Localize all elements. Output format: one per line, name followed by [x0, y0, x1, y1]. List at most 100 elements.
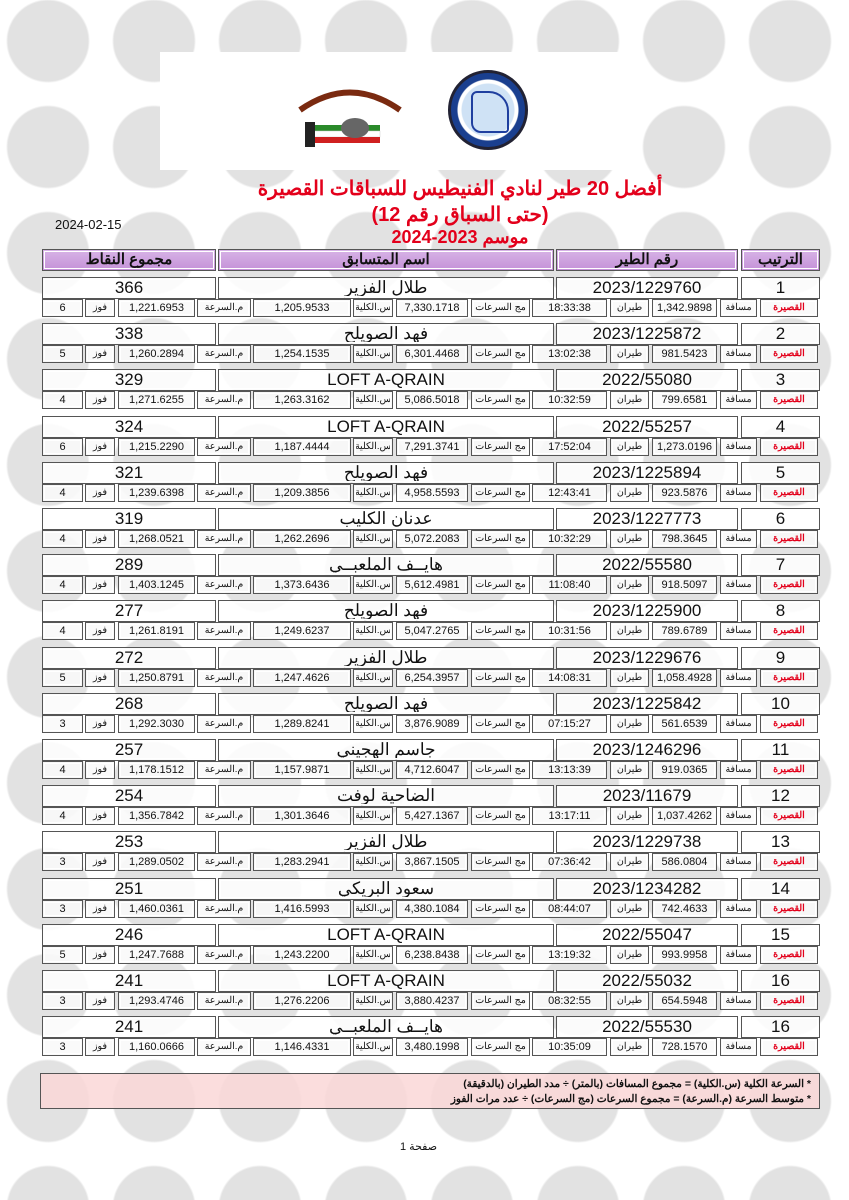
cell-name: LOFT A-QRAIN — [218, 369, 554, 392]
cell-distance: 561.6539 — [652, 714, 717, 733]
table-row-details: 3 فوز 1,160.0666 م.السرعة 1,146.4331 س.الكلية… — [40, 1038, 820, 1057]
label-total-speed: س.الكلية — [353, 437, 393, 456]
cell-time: 11:08:40 — [532, 576, 607, 595]
cell-rank: 3 — [741, 369, 820, 392]
cell-time: 08:32:55 — [532, 992, 607, 1010]
cell-time: 10:31:56 — [532, 622, 607, 641]
label-distance: مسافة — [720, 622, 757, 641]
label-flight: طيران — [610, 714, 649, 733]
cell-wins: 5 — [42, 345, 83, 364]
table-row-details: 5 فوز 1,247.7688 م.السرعة 1,243.2200 س.الكلية… — [40, 945, 820, 964]
label-wins: فوز — [85, 945, 115, 964]
label-category: القصيرة — [760, 483, 818, 502]
label-sum-speeds: مج السرعات — [471, 714, 530, 733]
cell-ring: 2023/1225842 — [556, 692, 738, 715]
cell-wins: 5 — [42, 945, 83, 964]
cell-total: 1,262.2696 — [253, 530, 351, 548]
cell-rank: 14 — [741, 877, 820, 900]
label-distance: مسافة — [720, 530, 757, 548]
cell-rank: 1 — [741, 277, 820, 299]
cell-distance: 789.6789 — [652, 622, 717, 641]
label-wins: فوز — [85, 483, 115, 502]
table-row-details: 3 فوز 1,292.3030 م.السرعة 1,289.8241 س.الكلية… — [40, 714, 820, 733]
label-total-speed: س.الكلية — [353, 714, 393, 733]
cell-wins: 4 — [42, 576, 83, 595]
label-distance: مسافة — [720, 807, 757, 826]
label-category: القصيرة — [760, 668, 818, 687]
label-avg-speed: م.السرعة — [197, 992, 251, 1010]
cell-time: 10:35:09 — [532, 1038, 607, 1057]
label-wins: فوز — [85, 714, 115, 733]
cell-rank: 15 — [741, 923, 820, 946]
label-sum-speeds: مج السرعات — [471, 622, 530, 641]
cell-ring: 2023/1227773 — [556, 508, 738, 530]
label-wins: فوز — [85, 299, 115, 317]
label-distance: مسافة — [720, 483, 757, 502]
label-avg-speed: م.السرعة — [197, 437, 251, 456]
table-row-details: 4 فوز 1,268.0521 م.السرعة 1,262.2696 س.الكلية… — [40, 530, 820, 548]
season: موسم 2023-2024 — [391, 227, 529, 247]
cell-avg: 1,160.0666 — [118, 1038, 195, 1057]
label-flight: طيران — [610, 530, 649, 548]
cell-sum: 3,880.4237 — [396, 992, 468, 1010]
cell-total: 1,249.6237 — [253, 622, 351, 641]
label-sum-speeds: مج السرعات — [471, 899, 530, 918]
cell-name: هايــف الملعبــي — [218, 554, 554, 577]
cell-sum: 5,427.1367 — [396, 807, 468, 826]
cell-name: سعود البريكي — [218, 877, 554, 900]
table-row: 268 فهد الصويلح 2023/1225842 10 — [40, 692, 820, 715]
label-total-speed: س.الكلية — [353, 483, 393, 502]
cell-ring: 2023/1229676 — [556, 646, 738, 669]
label-sum-speeds: مج السرعات — [471, 1038, 530, 1057]
label-category: القصيرة — [760, 437, 818, 456]
label-avg-speed: م.السرعة — [197, 622, 251, 641]
cell-ring: 2023/1234282 — [556, 877, 738, 900]
table-row: 319 عدنان الكليب 2023/1227773 6 — [40, 508, 820, 530]
label-total-speed: س.الكلية — [353, 899, 393, 918]
cell-sum: 3,876.9089 — [396, 714, 468, 733]
label-wins: فوز — [85, 1038, 115, 1057]
table-row: 366 طلال الفزير 2023/1229760 1 — [40, 277, 820, 299]
cell-distance: 1,342.9898 — [652, 299, 717, 317]
page-number: صفحة 1 — [400, 1141, 438, 1153]
label-flight: طيران — [610, 761, 649, 779]
label-wins: فوز — [85, 622, 115, 641]
table-row: 257 جاسم الهجيني 2023/1246296 11 — [40, 739, 820, 761]
cell-time: 10:32:29 — [532, 530, 607, 548]
table-row-details: 4 فوز 1,239.6398 م.السرعة 1,209.3856 س.الكلية… — [40, 483, 820, 502]
label-distance: مسافة — [720, 899, 757, 918]
label-avg-speed: م.السرعة — [197, 576, 251, 595]
cell-sum: 7,330.1718 — [396, 299, 468, 317]
cell-points: 251 — [42, 877, 216, 900]
cell-distance: 1,273.0196 — [652, 437, 717, 456]
header-points: مجموع النقاط — [42, 249, 216, 271]
cell-distance: 993.9958 — [652, 945, 717, 964]
cell-rank: 11 — [741, 739, 820, 761]
cell-sum: 3,480.1998 — [396, 1038, 468, 1057]
cell-time: 12:43:41 — [532, 483, 607, 502]
cell-sum: 6,254.3957 — [396, 668, 468, 687]
table-row-details: 6 فوز 1,215.2290 م.السرعة 1,187.4444 س.الكلية… — [40, 437, 820, 456]
label-wins: فوز — [85, 899, 115, 918]
label-avg-speed: م.السرعة — [197, 483, 251, 502]
cell-sum: 5,086.5018 — [396, 391, 468, 410]
table-row: 289 هايــف الملعبــي 2022/55580 7 — [40, 554, 820, 577]
cell-distance: 981.5423 — [652, 345, 717, 364]
label-avg-speed: م.السرعة — [197, 668, 251, 687]
table-row: 329 LOFT A-QRAIN 2022/55080 3 — [40, 369, 820, 392]
cell-name: LOFT A-QRAIN — [218, 415, 554, 438]
page-subtitle: (حتى السباق رقم 12) — [371, 204, 549, 226]
label-wins: فوز — [85, 853, 115, 872]
cell-ring: 2023/1225872 — [556, 323, 738, 346]
cell-wins: 3 — [42, 853, 83, 872]
cell-rank: 4 — [741, 415, 820, 438]
cell-distance: 1,058.4928 — [652, 668, 717, 687]
cell-total: 1,283.2941 — [253, 853, 351, 872]
cell-avg: 1,260.2894 — [118, 345, 195, 364]
cell-avg: 1,221.6953 — [118, 299, 195, 317]
cell-ring: 2022/55580 — [556, 554, 738, 577]
label-flight: طيران — [610, 668, 649, 687]
cell-total: 1,146.4331 — [253, 1038, 351, 1057]
label-wins: فوز — [85, 437, 115, 456]
label-flight: طيران — [610, 345, 649, 364]
